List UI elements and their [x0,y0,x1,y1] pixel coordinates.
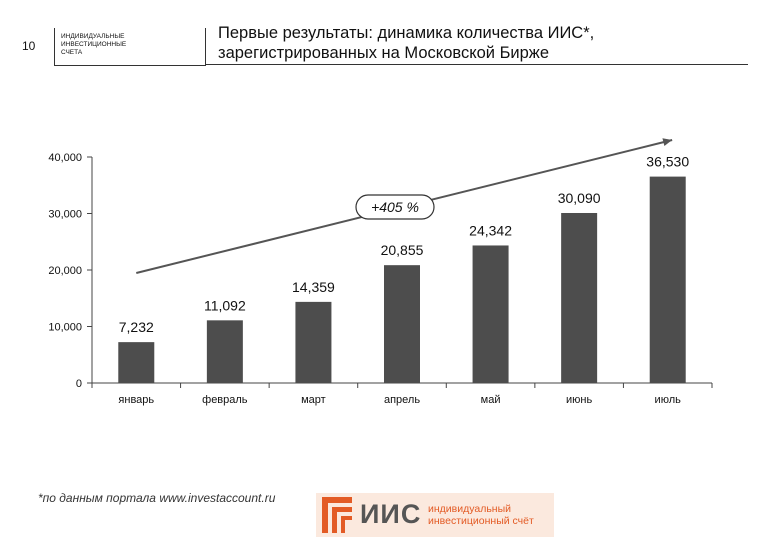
growth-annotation-box [355,194,435,220]
y-tick-label: 30,000 [48,209,82,221]
section-tag: Индивидуальные инвестиционные счета [54,28,206,66]
slide-number: 10 [22,39,36,53]
source-footnote: *по данным портала www.investaccount.ru [38,491,276,505]
data-label: 30,090 [558,190,601,206]
title-divider [206,64,748,65]
data-label: 24,342 [469,222,512,238]
data-label: 11,092 [204,297,246,313]
logo-subtitle-line: инвестиционный счёт [428,515,534,527]
x-tick-label: июнь [566,394,592,406]
logo-subtitle-line: индивидуальный [428,503,512,515]
iis-logo: ИИС индивидуальный инвестиционный счёт [316,493,554,537]
x-tick-label: май [481,394,501,406]
section-tag-line: Индивидуальные [61,33,125,40]
y-tick-label: 40,000 [48,152,82,164]
logo-mark-icon [322,497,352,533]
bar [384,265,420,383]
logo-background [316,493,554,537]
x-tick-label: апрель [384,394,420,406]
page-title: Первые результаты: динамика количества И… [218,23,758,63]
growth-annotation: +405 % [371,199,419,215]
bar-chart: 0 10,000 20,000 30,000 40,000 7,232 январь 11,0… [48,138,713,406]
bar [206,320,243,383]
x-tick-label: февраль [202,394,248,406]
y-tick-label: 10,000 [48,322,82,334]
section-tag-line: инвестиционные [61,41,127,48]
data-label: 20,855 [381,242,424,258]
page-title-line: Первые результаты: динамика количества И… [218,24,595,42]
x-tick-label: июль [655,394,682,406]
data-label: 36,530 [646,154,689,170]
y-tick-label: 20,000 [48,265,82,277]
bar [118,342,155,383]
logo-text: ИИС [360,499,422,529]
x-tick-label: январь [118,394,154,406]
page-title-line: зарегистрированных на Московской Бирже [218,44,550,62]
data-label: 7,232 [119,319,154,335]
data-label: 14,359 [292,279,335,295]
x-tick-label: март [301,394,326,406]
bar [649,176,686,383]
bar [472,245,509,383]
y-tick-label: 0 [76,378,82,390]
bar [295,301,332,383]
logo-subtitle: индивидуальный инвестиционный счёт [428,503,534,527]
bar [561,212,598,383]
section-tag-line: счета [61,49,83,56]
trend-arrow-head [662,138,673,147]
